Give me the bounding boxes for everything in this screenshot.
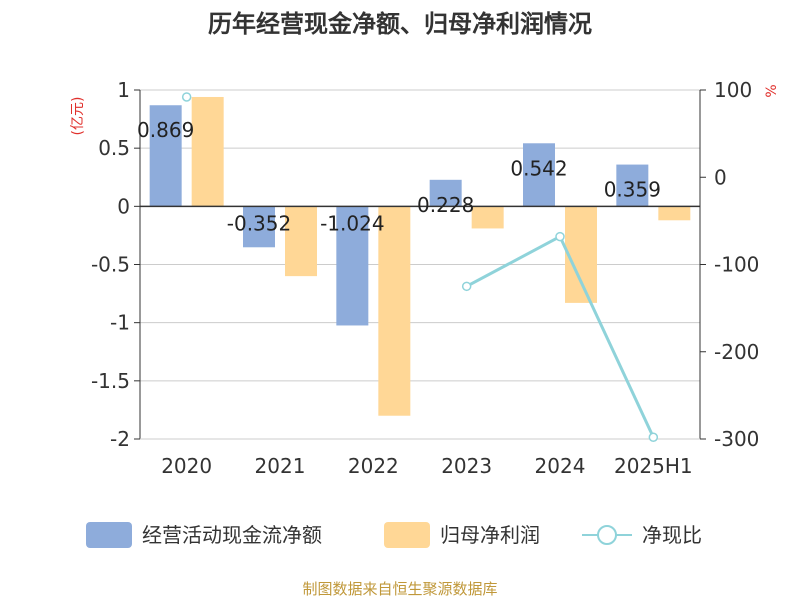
- legend-swatch-net-profit: [384, 522, 430, 548]
- y-right-tick-label: -300: [714, 427, 759, 451]
- cashflow-bar: [243, 206, 275, 248]
- bars-layer: [149, 96, 691, 416]
- y-left-unit-label: (亿元): [70, 97, 86, 136]
- y-right-tick-label: 100: [714, 78, 752, 102]
- y-right-tick-label: 0: [714, 165, 727, 189]
- legend-label-ratio: 净现比: [642, 523, 702, 547]
- x-tick-label: 2020: [161, 454, 212, 478]
- legend-marker-ratio: [597, 525, 617, 545]
- y-left-tick-label: 0.5: [98, 136, 130, 160]
- ratio-line-segment: [558, 235, 655, 438]
- x-tick-label: 2022: [348, 454, 399, 478]
- cashflow-data-label: 0.228: [417, 193, 474, 217]
- labels-layer: 0.869 -0.352 -1.024 0.228 0.542 0.359: [137, 118, 661, 235]
- grid-layer: [140, 89, 700, 440]
- y-left-tick-label: -0.5: [91, 253, 130, 277]
- cashflow-data-label: -1.024: [320, 211, 384, 235]
- legend-label-net-profit: 归母净利润: [440, 523, 540, 547]
- cashflow-data-label: 0.359: [604, 178, 661, 202]
- net-profit-bar: [285, 206, 317, 277]
- line-layer: [181, 92, 659, 443]
- net-profit-bar: [471, 206, 504, 229]
- net-profit-bar: [191, 96, 224, 207]
- ratio-point: [461, 281, 472, 292]
- ratio-line-segment: [465, 235, 561, 288]
- source-note: 制图数据来自恒生聚源数据库: [302, 580, 497, 598]
- cashflow-data-label: 0.542: [510, 156, 567, 180]
- y-right-unit-label: %: [764, 84, 780, 97]
- x-tick-label: 2023: [441, 454, 492, 478]
- cashflow-bar: [523, 143, 555, 207]
- ratio-point: [648, 432, 659, 443]
- axes-layer: 1 0.5 0 -0.5 -1 -1.5 -2 100 0 -100 -200 -300 2020 202…: [91, 78, 759, 478]
- cashflow-data-label: -0.352: [227, 211, 291, 235]
- y-left-tick-label: 1: [117, 78, 130, 102]
- y-left-tick-label: -1.5: [91, 369, 130, 393]
- y-right-tick-label: -200: [714, 340, 759, 364]
- y-left-tick-label: -2: [110, 427, 130, 451]
- net-profit-bar: [658, 206, 691, 221]
- cashflow-bar: [336, 206, 369, 326]
- x-tick-label: 2021: [255, 454, 306, 478]
- net-profit-bar: [378, 206, 411, 416]
- y-right-tick-label: -100: [714, 253, 759, 277]
- cashflow-data-label: 0.869: [137, 118, 194, 142]
- ratio-point: [555, 231, 565, 242]
- chart-title: 历年经营现金净额、归母净利润情况: [208, 10, 592, 38]
- x-tick-label: 2024: [535, 454, 586, 478]
- cashflow-bar: [616, 164, 649, 207]
- x-tick-label: 2025H1: [614, 454, 693, 478]
- legend-label-cashflow: 经营活动现金流净额: [142, 523, 322, 547]
- cashflow-bar: [429, 179, 462, 207]
- y-left-tick-label: -1: [110, 311, 130, 335]
- y-left-tick-label: 0: [117, 194, 130, 218]
- cashflow-bar: [149, 105, 182, 207]
- ratio-point: [181, 92, 192, 102]
- legend-swatch-cashflow: [86, 522, 132, 548]
- legend: 经营活动现金流净额 归母净利润 净现比: [86, 522, 702, 548]
- net-profit-bar: [565, 206, 597, 303]
